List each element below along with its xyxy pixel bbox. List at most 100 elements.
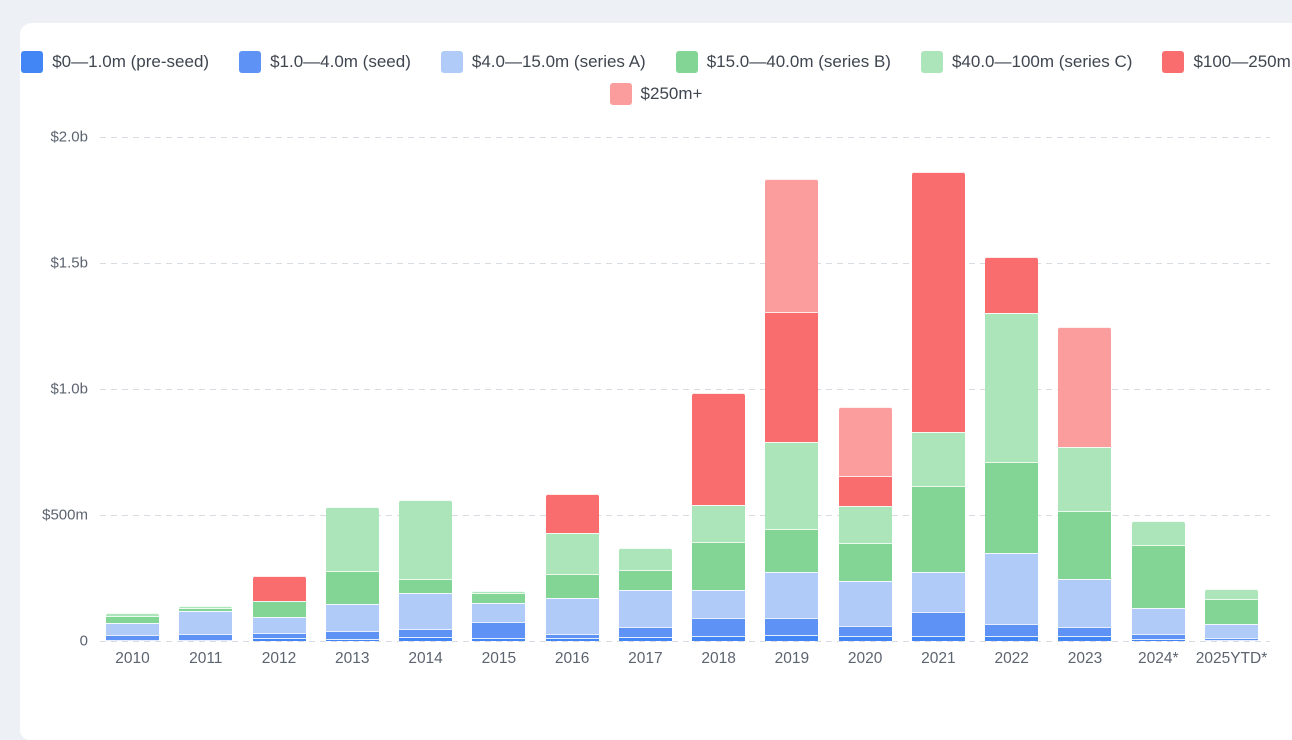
bar-segment: [765, 441, 819, 529]
bar-group-2025ytd: 2025YTD*: [1196, 137, 1267, 667]
bar-group-2019: 2019: [765, 137, 819, 667]
legend-label: $100—250m: [1193, 52, 1291, 71]
bar-segment: [325, 571, 379, 605]
bar-segment: [325, 638, 379, 641]
bar-segment: [399, 636, 453, 641]
gridline: [100, 136, 1270, 138]
bar-segment: [106, 623, 159, 635]
bar-group-2020: 2020: [838, 137, 892, 667]
stacked-bar: [399, 500, 453, 641]
bar-group-2011: 2011: [179, 137, 233, 667]
bar-group-2022: 2022: [985, 137, 1039, 667]
bar-segment: [1131, 633, 1185, 639]
bar-group-2016: 2016: [545, 137, 599, 667]
bar-segment: [106, 639, 159, 641]
bar-segment: [692, 635, 746, 641]
bar-group-2023: 2023: [1058, 137, 1112, 667]
stacked-bar: [179, 606, 233, 641]
bar-segment: [911, 172, 965, 433]
x-axis-tick-label: 2016: [554, 650, 590, 667]
legend-label: $15.0—40.0m (series B): [706, 52, 891, 71]
bar-group-2010: 2010: [106, 137, 159, 667]
bar-segment: [472, 592, 526, 604]
bar-segment: [838, 580, 892, 626]
stacked-bar: [252, 575, 306, 641]
stacked-bar: [545, 493, 599, 641]
bar-segment: [618, 626, 672, 637]
legend-item[interactable]: $1.0—4.0m (seed): [239, 51, 411, 73]
bar-segment: [545, 533, 599, 575]
bar-group-2024: 2024*: [1131, 137, 1185, 667]
bar-group-2014: 2014: [399, 137, 453, 667]
bar-segment: [252, 575, 306, 602]
gridline: [100, 262, 1270, 264]
bar-segment: [838, 406, 892, 476]
legend-item[interactable]: $4.0—15.0m (series A): [440, 51, 646, 73]
bar-group-2013: 2013: [325, 137, 379, 667]
gridline: [100, 514, 1270, 516]
bar-segment: [985, 635, 1039, 641]
bar-segment: [838, 475, 892, 506]
stacked-bar: [1058, 327, 1112, 641]
bars: 2010 2011 2012 2013 2014 2015 2016 2017 2018 2019…: [100, 137, 1270, 667]
bar-segment: [985, 312, 1039, 462]
stacked-bar: [692, 393, 746, 641]
x-axis-tick-label: 2011: [189, 650, 223, 667]
bar-segment: [692, 618, 746, 636]
bar-segment: [618, 636, 672, 641]
legend-swatch-icon: [675, 51, 698, 73]
bar-segment: [472, 637, 526, 641]
legend-swatch-icon: [440, 51, 463, 73]
bar-segment: [765, 528, 819, 572]
bar-segment: [252, 632, 306, 638]
bar-segment: [1058, 626, 1112, 636]
bar-segment: [399, 593, 453, 630]
x-axis-tick-label: 2021: [921, 650, 956, 667]
bar-segment: [985, 623, 1039, 636]
stacked-bar: [838, 406, 892, 641]
bar-segment: [1131, 638, 1185, 641]
legend-swatch-icon: [920, 51, 943, 73]
bar-segment: [838, 505, 892, 543]
legend-label: $0—1.0m (pre-seed): [52, 52, 210, 71]
bar-segment: [911, 612, 965, 636]
bar-segment: [545, 638, 599, 641]
bar-segment: [399, 500, 453, 579]
bar-group-2012: 2012: [252, 137, 306, 667]
x-axis-tick-label: 2025YTD*: [1195, 650, 1268, 667]
bar-segment: [325, 604, 379, 631]
stacked-bar: [1131, 520, 1185, 641]
stacked-bar: [325, 506, 379, 641]
bar-segment: [179, 634, 233, 640]
bar-segment: [765, 634, 819, 641]
x-axis-tick-label: 2013: [335, 650, 370, 667]
bar-segment: [1058, 327, 1112, 447]
bar-segment: [618, 569, 672, 590]
stacked-bar: [911, 172, 965, 641]
legend-item[interactable]: $250m+: [609, 83, 702, 105]
stacked-bar: [765, 178, 819, 641]
bar-segment: [692, 393, 746, 506]
legend-row: $250m+: [609, 83, 702, 105]
bar-segment: [1058, 447, 1112, 511]
bar-segment: [325, 630, 379, 639]
stacked-bar: [618, 548, 672, 641]
bar-segment: [838, 635, 892, 641]
x-axis-tick-label: 2018: [701, 650, 736, 667]
bar-segment: [692, 542, 746, 591]
legend-item[interactable]: $0—1.0m (pre-seed): [21, 51, 209, 73]
bar-segment: [106, 615, 159, 624]
bar-segment: [1131, 544, 1185, 609]
bar-group-2015: 2015: [472, 137, 526, 667]
bar-segment: [1058, 579, 1112, 627]
bar-segment: [545, 574, 599, 599]
x-axis-tick-label: 2020: [847, 650, 883, 667]
bar-segment: [472, 591, 526, 593]
legend-item[interactable]: $15.0—40.0m (series B): [675, 51, 891, 73]
x-axis-tick-label: 2022: [994, 650, 1029, 667]
bar-segment: [1131, 520, 1185, 545]
chart-card: $0—1.0m (pre-seed) $1.0—4.0m (seed) $4.0—1…: [20, 23, 1292, 740]
legend-item[interactable]: $40.0—100m (series C): [920, 51, 1132, 73]
legend-item[interactable]: $100—250m: [1162, 51, 1291, 73]
stacked-bar: [106, 613, 159, 641]
